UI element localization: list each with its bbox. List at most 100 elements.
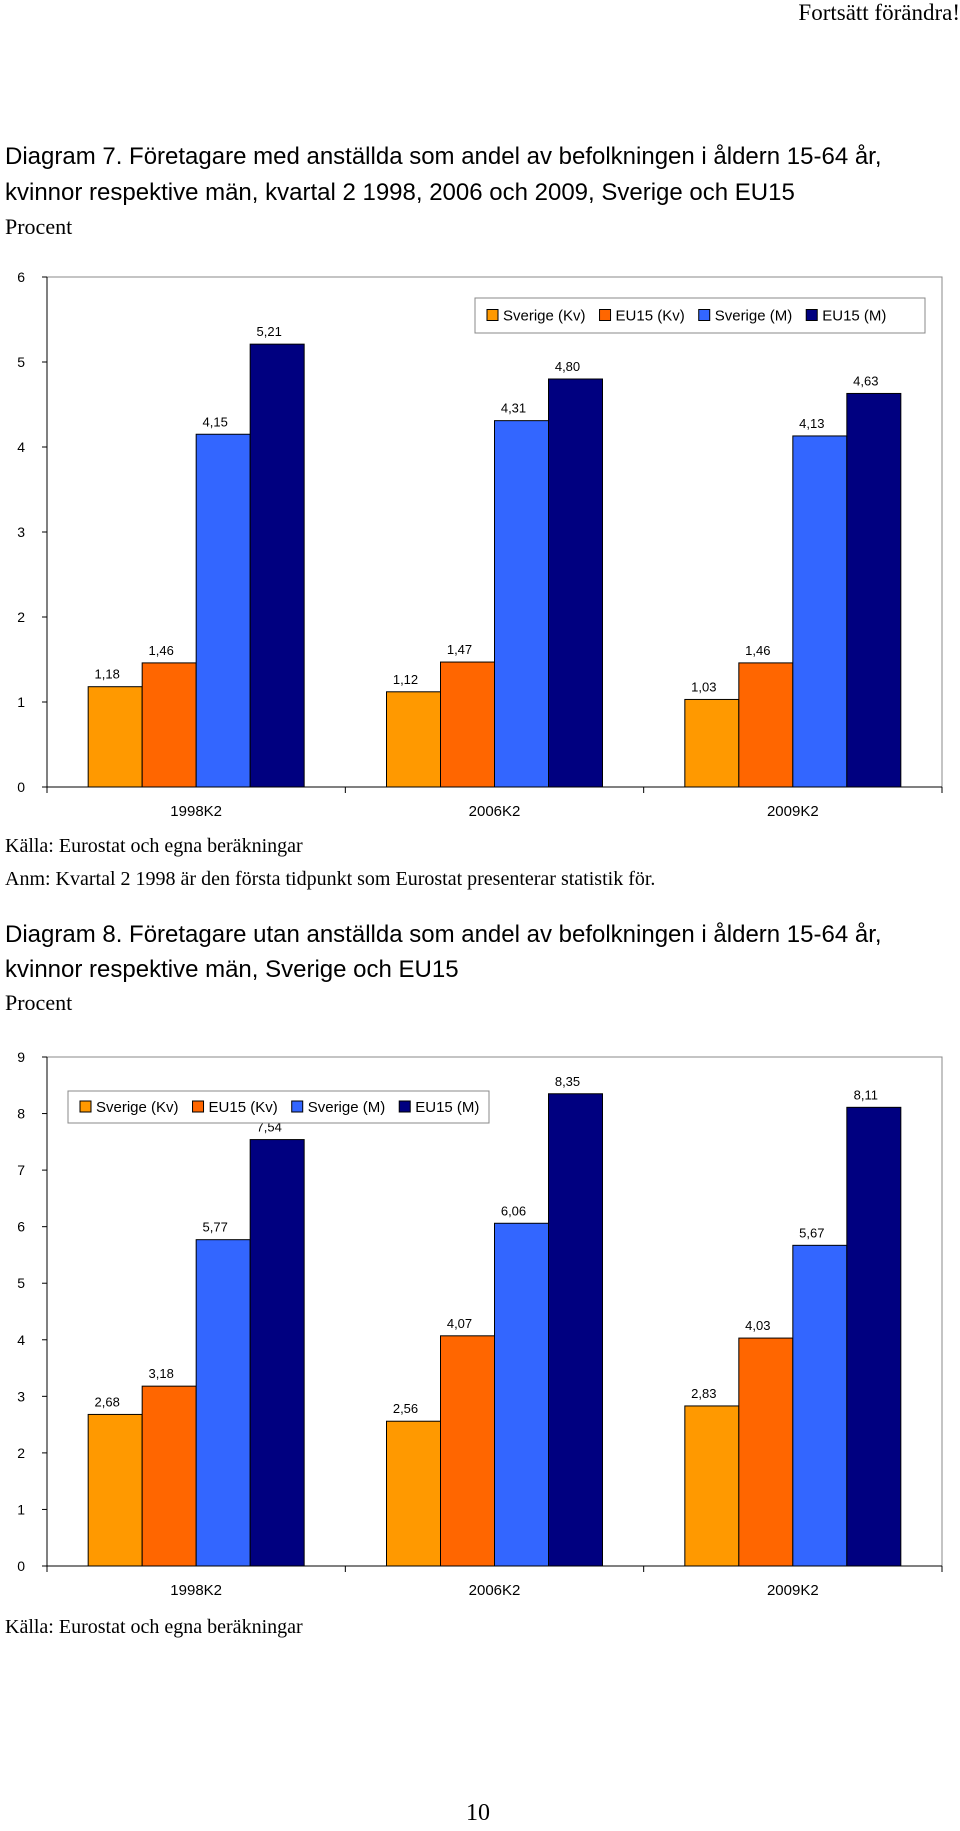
data-label: 1,18 — [95, 667, 120, 682]
x-tick-label: 1998K2 — [170, 803, 222, 820]
chart-diagram7: 0 1 2 3 4 5 6 1,18 1,46 4,15 5,21 1998K2 1,12 1,47 4,3… — [17, 269, 943, 820]
legend-label: Sverige (Kv) — [96, 1099, 179, 1116]
y-tick-label: 8 — [17, 1106, 25, 1122]
y-tick-label: 0 — [17, 779, 25, 795]
x-tick-label: 2006K2 — [469, 1582, 521, 1599]
y-tick-label: 3 — [17, 1388, 25, 1404]
y-tick-label: 5 — [17, 1275, 25, 1291]
legend-label: Sverige (M) — [308, 1099, 386, 1116]
data-label: 4,15 — [203, 414, 228, 429]
bar — [738, 1337, 794, 1567]
bar — [494, 420, 549, 788]
diagram7-title-line1: Diagram 7. Företagare med anställda som … — [5, 143, 882, 170]
legend-label: EU15 (M) — [822, 308, 886, 325]
bar — [87, 1413, 143, 1567]
data-label: 8,11 — [854, 1087, 878, 1102]
bar — [195, 1239, 251, 1567]
page-number: 10 — [466, 1800, 490, 1826]
y-tick-label: 2 — [17, 1445, 25, 1461]
data-label: 1,46 — [149, 643, 174, 658]
data-label: 2,68 — [95, 1394, 120, 1409]
bar — [141, 662, 197, 788]
legend-swatch — [291, 1100, 304, 1113]
bar — [548, 1093, 603, 1567]
diagram7-note: Anm: Kvartal 2 1998 är den första tidpun… — [5, 868, 656, 890]
data-label: 6,06 — [501, 1203, 526, 1218]
legend-swatch — [192, 1100, 205, 1113]
diagram8-title-line1: Diagram 8. Företagare utan anställda som… — [5, 921, 882, 948]
data-label: 8,35 — [555, 1074, 580, 1089]
diagram8-unit: Procent — [5, 990, 73, 1015]
bar — [684, 1405, 740, 1567]
legend-label: EU15 (Kv) — [616, 308, 685, 325]
y-tick-label: 1 — [17, 1501, 25, 1517]
bar — [440, 661, 495, 788]
running-header: Fortsätt förändra! — [798, 0, 960, 25]
y-tick-label: 0 — [17, 1558, 25, 1574]
data-label: 5,77 — [203, 1220, 228, 1235]
y-tick-label: 4 — [17, 1332, 25, 1348]
bar — [141, 1385, 197, 1567]
bar — [386, 691, 441, 788]
y-tick-label: 1 — [17, 694, 25, 710]
diagram7-title-line2: kvinnor respektive män, kvartal 2 1998, … — [5, 179, 795, 206]
data-label: 2,83 — [691, 1386, 716, 1401]
legend-swatch — [398, 1100, 411, 1113]
bar — [249, 1139, 305, 1567]
data-label: 5,21 — [257, 324, 282, 339]
diagram8-source: Källa: Eurostat och egna beräkningar — [5, 1616, 303, 1638]
diagram8-title-line2: kvinnor respektive män, Sverige och EU15 — [5, 956, 459, 983]
data-label: 4,63 — [853, 373, 878, 388]
legend-swatch — [698, 309, 711, 321]
bar — [792, 1244, 848, 1567]
legend-swatch — [79, 1100, 92, 1113]
data-label: 4,31 — [501, 401, 526, 416]
y-tick-label: 9 — [17, 1049, 25, 1065]
x-tick-label: 2009K2 — [767, 803, 819, 820]
y-tick-label: 4 — [17, 439, 25, 455]
legend-label: EU15 (M) — [415, 1099, 479, 1116]
data-label: 1,47 — [447, 642, 472, 657]
y-tick-label: 6 — [17, 1219, 25, 1235]
diagram7-unit: Procent — [5, 214, 73, 239]
data-label: 4,80 — [555, 359, 580, 374]
y-tick-label: 3 — [17, 524, 25, 540]
data-label: 1,46 — [745, 643, 770, 658]
data-label: 3,18 — [149, 1366, 174, 1381]
bar — [386, 1420, 441, 1567]
legend-label: EU15 (Kv) — [209, 1099, 278, 1116]
legend-swatch — [486, 309, 499, 321]
x-tick-label: 2006K2 — [469, 803, 521, 820]
bar — [548, 378, 603, 788]
bar — [792, 435, 848, 788]
bar — [195, 433, 251, 788]
legend-swatch — [805, 309, 818, 321]
legend-label: Sverige (Kv) — [503, 308, 586, 325]
data-label: 4,03 — [745, 1318, 770, 1333]
data-label: 4,13 — [799, 416, 824, 431]
legend-label: Sverige (M) — [715, 308, 793, 325]
y-tick-label: 2 — [17, 609, 25, 625]
y-tick-label: 6 — [17, 269, 25, 285]
y-tick-label: 7 — [17, 1162, 25, 1178]
bar — [87, 686, 143, 788]
bar — [684, 698, 740, 788]
data-label: 1,12 — [393, 672, 418, 687]
bar — [249, 343, 305, 788]
bar — [738, 662, 794, 788]
data-label: 1,03 — [691, 679, 716, 694]
x-tick-label: 2009K2 — [767, 1582, 819, 1599]
bar — [846, 1106, 902, 1567]
data-label: 5,67 — [799, 1225, 824, 1240]
diagram7-source: Källa: Eurostat och egna beräkningar — [5, 835, 303, 857]
bar — [846, 392, 902, 788]
legend-swatch — [599, 309, 612, 321]
legend-box — [67, 1090, 490, 1124]
bar — [494, 1222, 549, 1567]
data-label: 4,07 — [447, 1316, 472, 1331]
chart-diagram8: 01234567892,683,185,777,541998K22,564,07… — [17, 1049, 943, 1599]
y-tick-label: 5 — [17, 354, 25, 370]
x-tick-label: 1998K2 — [170, 1582, 222, 1599]
data-label: 2,56 — [393, 1401, 418, 1416]
bar — [440, 1335, 495, 1567]
